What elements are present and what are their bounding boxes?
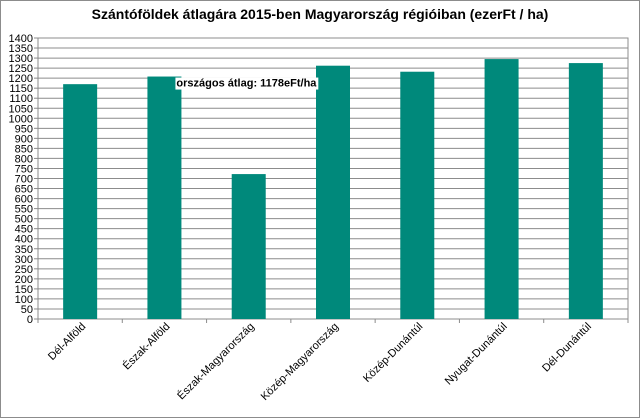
- y-tick-label: 650: [15, 184, 33, 196]
- bar-layer: [63, 59, 603, 320]
- bar: [484, 59, 519, 319]
- y-tick-label: 1050: [9, 103, 33, 115]
- y-tick-label: 350: [15, 244, 33, 256]
- x-tick-label: Dél-Dunántúl: [540, 321, 594, 375]
- y-tick-label: 850: [15, 143, 33, 155]
- y-tick-label: 50: [21, 304, 33, 316]
- y-tick-label: 1100: [9, 93, 33, 105]
- x-tick-label: Közép-Dunántúl: [361, 321, 425, 385]
- annotation-background: [175, 77, 319, 90]
- bar: [568, 63, 603, 319]
- y-tick-label: 1200: [9, 73, 33, 85]
- y-tick-label: 400: [15, 234, 33, 246]
- y-tick-label: 750: [15, 163, 33, 175]
- y-tick-label: 800: [15, 153, 33, 165]
- y-tick-label: 300: [15, 254, 33, 266]
- y-tick-label: 950: [15, 123, 33, 135]
- x-tick-label: Észak-Magyarország: [175, 320, 257, 402]
- bar: [147, 76, 182, 319]
- x-tick-label: Nyugat-Dunántúl: [443, 321, 510, 388]
- y-tick-label: 1300: [9, 53, 33, 65]
- y-tick-label: 600: [15, 194, 33, 206]
- y-tick-label: 1000: [9, 113, 33, 125]
- y-tick-label: 550: [15, 204, 33, 216]
- y-tick-label: 200: [15, 274, 33, 286]
- y-tick-label: 500: [15, 214, 33, 226]
- x-tick-label: Közép-Magyarország: [259, 321, 341, 403]
- y-tick-label: 900: [15, 133, 33, 145]
- y-tick-label: 1400: [9, 33, 33, 45]
- y-tick-label: 1350: [9, 43, 33, 55]
- y-tick-label: 1150: [9, 83, 33, 95]
- y-tick-label: 150: [15, 284, 33, 296]
- bar: [400, 71, 435, 319]
- y-tick-label: 450: [15, 224, 33, 236]
- x-tick-label: Dél-Alföld: [46, 321, 88, 363]
- y-tick-label: 700: [15, 174, 33, 186]
- chart-title: Szántóföldek átlagára 2015-ben Magyarors…: [91, 6, 549, 22]
- average-annotation: országos átlag: 1178eFt/ha: [176, 78, 317, 90]
- bar: [316, 65, 350, 319]
- y-tick-label: 0: [27, 314, 33, 326]
- y-tick-label: 1250: [9, 63, 33, 75]
- bar: [63, 84, 98, 320]
- bar: [231, 174, 266, 319]
- y-tick-label: 250: [15, 264, 33, 276]
- y-tick-label: 100: [15, 294, 33, 306]
- x-tick-label: Észak-Alföld: [120, 320, 172, 372]
